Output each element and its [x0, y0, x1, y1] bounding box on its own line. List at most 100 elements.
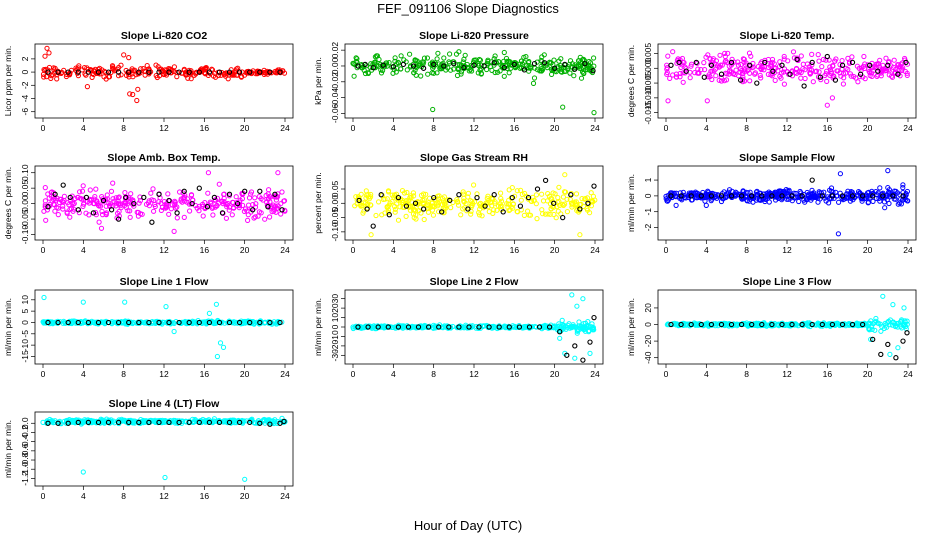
reference-point [265, 204, 271, 210]
data-point [507, 207, 513, 213]
reference-point [375, 324, 381, 330]
reference-point [410, 63, 417, 69]
outlier-point [206, 310, 212, 316]
reference-point [829, 321, 836, 328]
data-point [205, 72, 211, 79]
data-point [460, 189, 466, 195]
reference-point [531, 60, 538, 67]
data-point [97, 203, 104, 209]
outlier-point [98, 225, 105, 231]
data-point [188, 192, 195, 198]
reference-point [196, 69, 202, 75]
reference-point [446, 324, 452, 330]
data-point [252, 204, 259, 210]
reference-point [885, 341, 891, 348]
reference-point [403, 203, 410, 209]
data-point [790, 49, 797, 55]
data-point [555, 65, 561, 71]
outlier-point [217, 340, 224, 346]
data-point [815, 195, 821, 201]
data-point [153, 62, 159, 68]
reference-point [370, 223, 376, 229]
data-point [707, 56, 713, 62]
outlier-point [560, 104, 566, 110]
data-point [808, 194, 815, 200]
data-point [380, 67, 386, 74]
data-point [378, 70, 385, 76]
series-black [668, 53, 909, 89]
data-point [756, 197, 763, 203]
data-point [109, 63, 116, 69]
data-point [885, 59, 892, 66]
reference-point [476, 324, 482, 330]
data-point [508, 195, 515, 201]
data-point [477, 67, 483, 73]
data-point [854, 192, 861, 198]
panel-title: Slope Li-820 Temp. [740, 30, 835, 42]
data-point [200, 213, 206, 219]
data-point [498, 190, 504, 196]
y-tick-label: 0.005 [643, 43, 653, 65]
data-point [451, 59, 457, 65]
data-point [680, 189, 686, 195]
data-point [515, 209, 521, 215]
data-point [773, 191, 779, 197]
data-point [183, 72, 189, 78]
reference-point [65, 319, 71, 326]
data-point [265, 196, 271, 202]
reference-point [146, 69, 152, 75]
reference-point [55, 69, 61, 75]
data-point [506, 70, 512, 76]
data-point [399, 188, 406, 194]
data-point [722, 50, 728, 57]
reference-point [395, 194, 402, 201]
data-point [542, 211, 549, 217]
reference-point [728, 59, 735, 66]
reference-point [100, 197, 107, 204]
reference-point [236, 69, 243, 75]
data-point [558, 69, 564, 75]
data-point [490, 210, 496, 216]
data-point [430, 212, 436, 218]
data-point [893, 196, 899, 202]
data-point [890, 64, 897, 71]
series-colored [663, 168, 911, 237]
reference-point [279, 207, 285, 213]
data-point [733, 67, 739, 73]
x-tick-label: 8 [744, 369, 749, 379]
data-point [670, 72, 676, 78]
outlier-point [880, 293, 886, 299]
outlier-point [214, 353, 220, 360]
x-tick-label: 20 [550, 369, 560, 379]
data-point [735, 59, 741, 65]
data-point [808, 67, 815, 73]
data-point [872, 63, 878, 70]
reference-point [688, 193, 694, 199]
data-point [122, 190, 128, 196]
reference-point [267, 319, 273, 326]
data-point [93, 320, 99, 326]
series-colored [664, 49, 911, 108]
x-tick-label: 8 [431, 369, 436, 379]
data-point [485, 198, 492, 204]
x-tick-label: 20 [863, 245, 873, 255]
data-point [889, 322, 896, 328]
data-point [171, 64, 177, 70]
y-tick-label: -2 [20, 81, 30, 89]
y-tick-label: -20 [643, 335, 653, 348]
outlier-point [46, 50, 52, 56]
data-point [52, 208, 58, 214]
data-point [103, 203, 109, 209]
series-colored [350, 292, 597, 361]
outlier-point [220, 344, 227, 350]
data-point [580, 203, 587, 209]
data-point [104, 192, 110, 198]
data-point [137, 198, 143, 204]
reference-point [759, 193, 765, 199]
reference-point [541, 60, 548, 66]
reference-point [196, 419, 202, 426]
data-point [865, 190, 871, 196]
data-point [386, 60, 392, 66]
reference-point [234, 200, 241, 207]
